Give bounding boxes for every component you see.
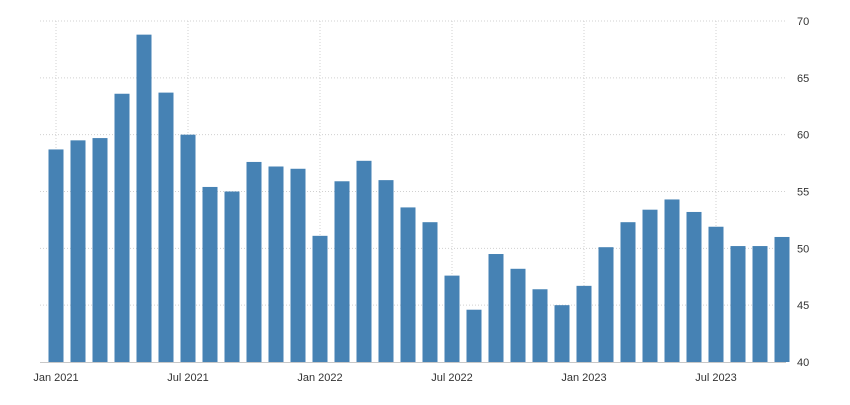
bar[interactable] [136,34,152,362]
bar[interactable] [114,93,130,362]
x-tick-label: Jan 2022 [297,372,342,384]
bar[interactable] [400,207,416,362]
x-tick-label: Jul 2022 [431,372,473,384]
bar[interactable] [752,246,768,362]
bar[interactable] [466,309,482,362]
bar[interactable] [312,235,328,362]
bar[interactable] [92,138,108,362]
bar[interactable] [334,181,350,362]
y-tick-label: 70 [797,16,809,28]
bar[interactable] [246,161,262,362]
bar[interactable] [290,168,306,362]
bar[interactable] [620,222,636,362]
bar[interactable] [774,236,790,362]
bar[interactable] [444,275,460,362]
bar[interactable] [224,191,240,363]
x-tick-label: Jan 2023 [561,372,606,384]
y-tick-label: 45 [797,300,809,312]
bar[interactable] [378,180,394,362]
bar[interactable] [422,222,438,362]
x-tick-label: Jan 2021 [33,372,78,384]
bars [48,34,790,363]
bar[interactable] [202,186,218,362]
x-axis-labels: Jan 2021 Jul 2021 Jan 2022 Jul 2022 Jan 2023… [33,372,736,384]
bar[interactable] [554,305,570,362]
bar[interactable] [488,254,504,362]
bar[interactable] [158,92,174,363]
bar[interactable] [532,289,548,362]
bar[interactable] [708,226,724,362]
y-axis-labels: 40 45 50 55 60 65 70 [797,16,809,369]
bar[interactable] [356,160,372,362]
x-tick-label: Jul 2021 [167,372,209,384]
x-tick-label: Jul 2023 [695,372,737,384]
bar[interactable] [686,211,702,362]
y-tick-label: 65 [797,73,809,85]
bar[interactable] [48,149,64,362]
bar[interactable] [730,246,746,362]
y-tick-label: 50 [797,243,809,255]
bar[interactable] [510,268,526,362]
y-tick-label: 55 [797,187,809,199]
bar[interactable] [642,209,658,362]
bar[interactable] [70,140,86,362]
y-tick-label: 40 [797,357,809,369]
bar[interactable] [180,134,196,362]
bar[interactable] [576,285,592,362]
y-tick-label: 60 [797,130,809,142]
bar[interactable] [664,199,680,362]
bar[interactable] [598,247,614,362]
bar[interactable] [268,166,284,362]
